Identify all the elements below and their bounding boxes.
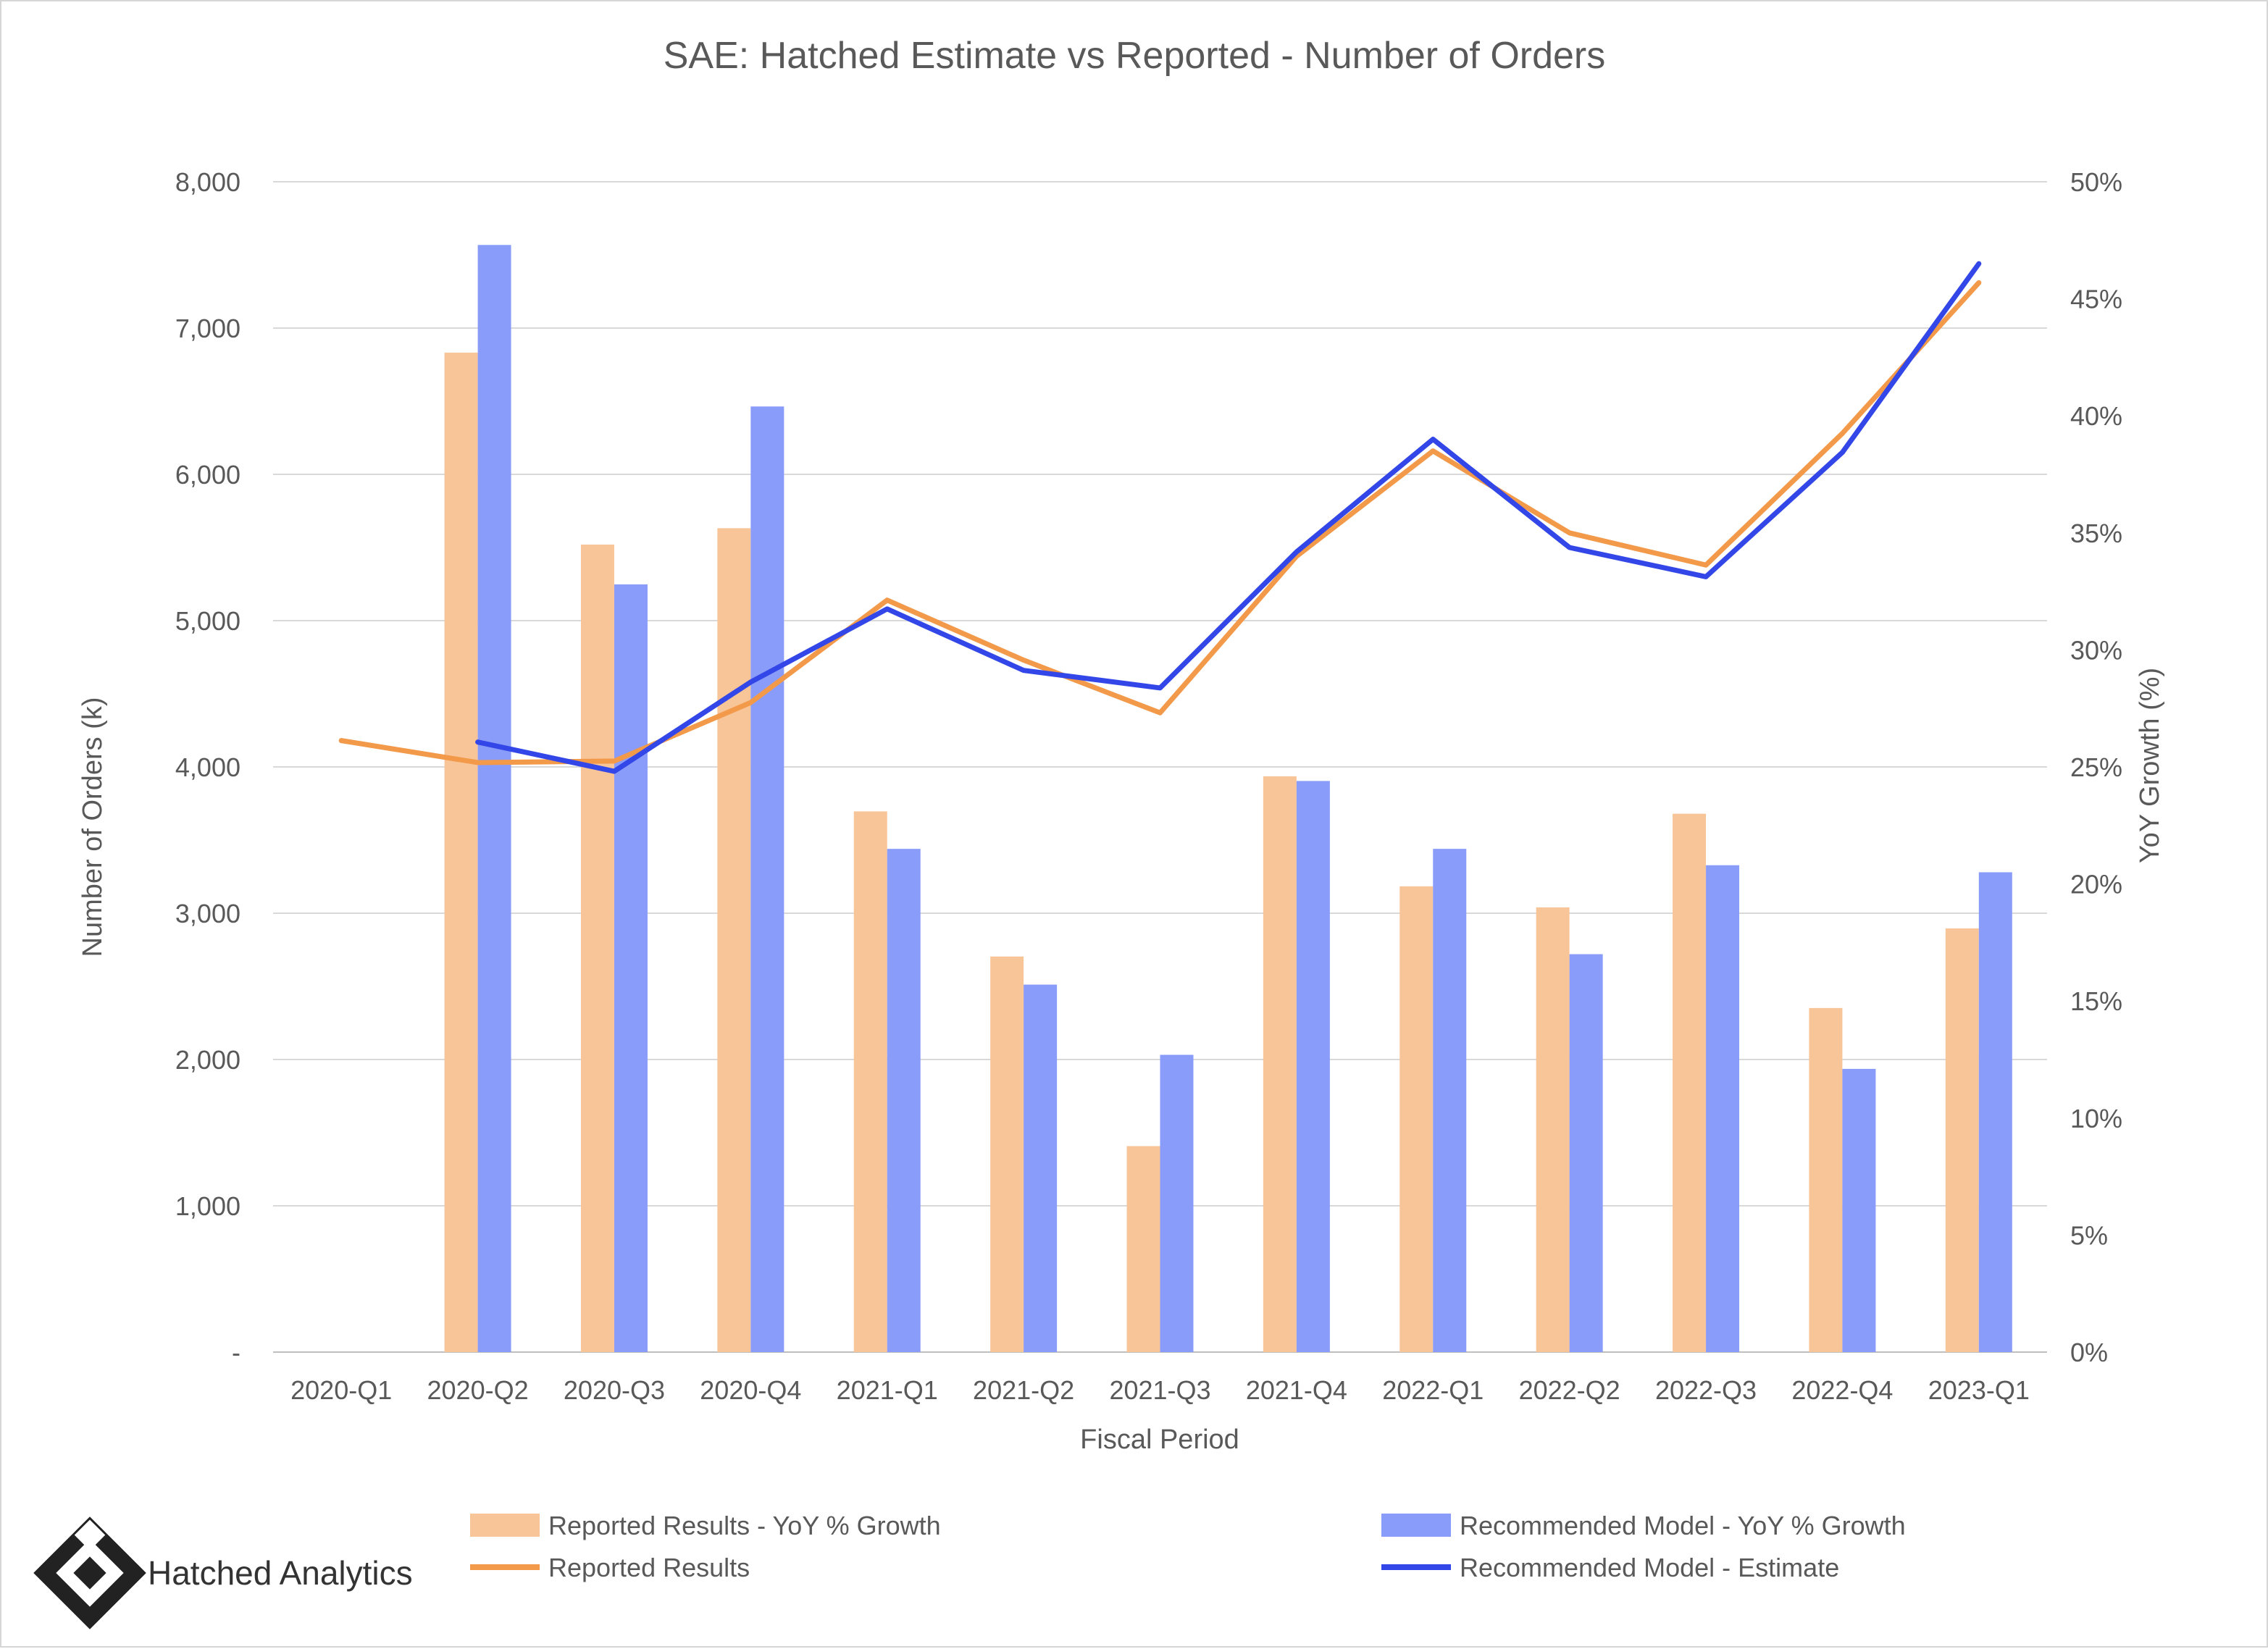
left-axis-label: Number of Orders (k) xyxy=(78,697,108,957)
left-axis-ticks: - 1,000 2,000 3,000 4,000 5,000 6,000 7,000 8,00… xyxy=(175,167,240,1367)
right-tick-label: 35% xyxy=(2070,519,2122,548)
bar xyxy=(1706,865,1740,1352)
bar xyxy=(1978,872,2012,1352)
gridlines xyxy=(273,181,2047,1353)
bar xyxy=(1263,776,1297,1352)
bar xyxy=(887,849,921,1352)
brand-logo: Hatched Analytics xyxy=(33,1516,413,1629)
left-tick-label: 7,000 xyxy=(175,314,240,343)
bar xyxy=(1433,849,1467,1352)
bar xyxy=(580,544,614,1353)
bar xyxy=(1569,954,1603,1352)
legend-swatch-reported-growth xyxy=(470,1514,540,1537)
bar xyxy=(853,811,887,1352)
x-axis-label: Fiscal Period xyxy=(1080,1424,1239,1455)
bar xyxy=(1673,813,1707,1352)
right-tick-label: 45% xyxy=(2070,285,2122,314)
right-tick-label: 5% xyxy=(2070,1220,2108,1250)
bar xyxy=(990,956,1024,1352)
x-tick-label: 2022-Q2 xyxy=(1519,1375,1620,1405)
bar xyxy=(1842,1068,1876,1352)
x-tick-label: 2020-Q2 xyxy=(427,1375,529,1405)
x-tick-label: 2022-Q3 xyxy=(1655,1375,1757,1405)
right-tick-label: 50% xyxy=(2070,167,2122,197)
bar xyxy=(1399,886,1434,1352)
right-tick-label: 30% xyxy=(2070,635,2122,665)
bar xyxy=(614,584,648,1352)
right-tick-label: 10% xyxy=(2070,1104,2122,1133)
hatched-logo-icon xyxy=(33,1516,146,1629)
left-tick-label: - xyxy=(232,1338,240,1367)
chart-title: SAE: Hatched Estimate vs Reported - Numb… xyxy=(664,35,1606,77)
bar xyxy=(1536,907,1570,1352)
right-tick-label: 15% xyxy=(2070,986,2122,1016)
right-tick-label: 25% xyxy=(2070,752,2122,782)
x-tick-label: 2023-Q1 xyxy=(1928,1375,2030,1405)
left-tick-label: 4,000 xyxy=(175,752,240,782)
x-tick-label: 2021-Q4 xyxy=(1246,1375,1347,1405)
series-line xyxy=(338,280,1982,765)
x-tick-label: 2021-Q2 xyxy=(973,1375,1074,1405)
x-tick-label: 2022-Q4 xyxy=(1791,1375,1893,1405)
bar xyxy=(750,406,784,1352)
series-line xyxy=(475,261,1982,774)
x-tick-label: 2021-Q1 xyxy=(837,1375,938,1405)
x-tick-label: 2022-Q1 xyxy=(1382,1375,1484,1405)
bar xyxy=(1296,781,1330,1352)
bar xyxy=(1024,984,1058,1352)
bar xyxy=(477,245,511,1352)
right-tick-label: 40% xyxy=(2070,401,2122,431)
right-axis-ticks: 0% 5% 10% 15% 20% 25% 30% 35% 40% 45% 50% xyxy=(2070,167,2122,1367)
brand-name: Hatched Analytics xyxy=(148,1554,413,1592)
bar xyxy=(444,352,478,1352)
left-tick-label: 1,000 xyxy=(175,1191,240,1221)
left-tick-label: 3,000 xyxy=(175,899,240,928)
legend-label-reported-growth: Reported Results - YoY % Growth xyxy=(548,1511,941,1540)
bar xyxy=(1160,1054,1194,1352)
legend-label-reported-line: Reported Results xyxy=(548,1553,750,1582)
right-tick-label: 0% xyxy=(2070,1338,2108,1367)
left-tick-label: 8,000 xyxy=(175,167,240,197)
left-tick-label: 5,000 xyxy=(175,606,240,636)
x-tick-label: 2020-Q1 xyxy=(290,1375,392,1405)
bar xyxy=(1945,928,1979,1352)
legend: Reported Results - YoY % Growth Recommen… xyxy=(470,1511,1906,1582)
bar xyxy=(717,528,751,1353)
left-tick-label: 6,000 xyxy=(175,460,240,490)
right-axis-label: YoY Growth (%) xyxy=(2135,668,2165,863)
bar-series xyxy=(444,245,2012,1353)
bar xyxy=(1809,1007,1843,1352)
right-tick-label: 20% xyxy=(2070,870,2122,899)
x-tick-label: 2020-Q3 xyxy=(564,1375,665,1405)
x-tick-label: 2020-Q4 xyxy=(700,1375,801,1405)
line-series xyxy=(338,261,1982,774)
legend-swatch-model-growth xyxy=(1381,1514,1451,1537)
left-tick-label: 2,000 xyxy=(175,1045,240,1075)
x-tick-label: 2021-Q3 xyxy=(1109,1375,1210,1405)
bar xyxy=(1126,1146,1160,1352)
legend-label-model-line: Recommended Model - Estimate xyxy=(1460,1553,1839,1582)
legend-label-model-growth: Recommended Model - YoY % Growth xyxy=(1460,1511,1906,1540)
x-axis-ticks: 2020-Q1 2020-Q2 2020-Q3 2020-Q4 2021-Q1 2021-… xyxy=(290,1375,2030,1405)
